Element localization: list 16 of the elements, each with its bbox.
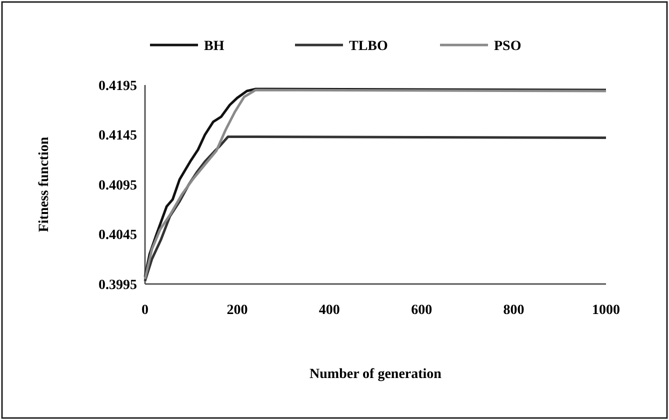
x-tick-label: 200 [226, 303, 248, 318]
y-tick-label: 0.4045 [98, 228, 137, 244]
x-tick-label: 600 [411, 303, 432, 318]
legend-label: PSO [494, 38, 522, 54]
x-tick-label: 1000 [592, 303, 620, 318]
x-axis-title: Number of generation [310, 367, 442, 382]
legend-label: BH [204, 38, 224, 54]
y-tick-label: 0.3995 [98, 278, 137, 293]
x-tick-label: 0 [142, 303, 148, 318]
y-tick-label: 0.4145 [98, 128, 137, 144]
y-tick-label: 0.4095 [98, 178, 137, 194]
x-tick-label: 800 [503, 303, 524, 318]
y-axis-title: Fitness function [37, 136, 52, 232]
y-tick-label: 0.4195 [98, 78, 137, 94]
legend-label: TLBO [349, 38, 388, 54]
x-tick-label: 400 [318, 303, 340, 318]
